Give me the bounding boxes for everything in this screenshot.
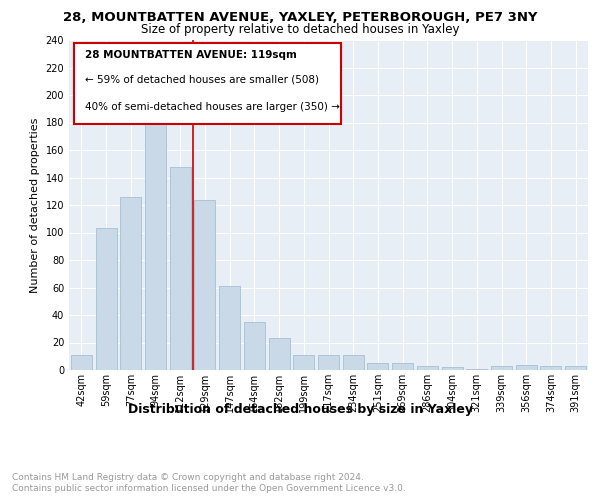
Bar	[565, 366, 586, 370]
Bar	[269, 338, 290, 370]
Y-axis label: Number of detached properties: Number of detached properties	[30, 118, 40, 292]
Text: Contains HM Land Registry data © Crown copyright and database right 2024.: Contains HM Land Registry data © Crown c…	[12, 472, 364, 482]
Bar	[120, 196, 141, 370]
Bar	[541, 366, 562, 370]
Bar	[170, 166, 191, 370]
Text: 28, MOUNTBATTEN AVENUE, YAXLEY, PETERBOROUGH, PE7 3NY: 28, MOUNTBATTEN AVENUE, YAXLEY, PETERBOR…	[63, 11, 537, 24]
Bar	[392, 363, 413, 370]
Bar	[71, 355, 92, 370]
Bar	[244, 322, 265, 370]
Text: Size of property relative to detached houses in Yaxley: Size of property relative to detached ho…	[141, 22, 459, 36]
Bar	[466, 368, 487, 370]
Bar	[417, 366, 438, 370]
Bar	[343, 355, 364, 370]
Bar	[219, 286, 240, 370]
Bar	[516, 364, 537, 370]
Text: ← 59% of detached houses are smaller (508): ← 59% of detached houses are smaller (50…	[85, 74, 319, 84]
Bar	[318, 355, 339, 370]
FancyBboxPatch shape	[74, 44, 341, 124]
Text: Contains public sector information licensed under the Open Government Licence v3: Contains public sector information licen…	[12, 484, 406, 493]
Bar	[367, 363, 388, 370]
Text: Distribution of detached houses by size in Yaxley: Distribution of detached houses by size …	[128, 402, 473, 415]
Bar	[442, 367, 463, 370]
Bar	[145, 98, 166, 370]
Bar	[95, 228, 116, 370]
Text: 28 MOUNTBATTEN AVENUE: 119sqm: 28 MOUNTBATTEN AVENUE: 119sqm	[85, 50, 296, 60]
Bar	[194, 200, 215, 370]
Bar	[293, 355, 314, 370]
Bar	[491, 366, 512, 370]
Text: 40% of semi-detached houses are larger (350) →: 40% of semi-detached houses are larger (…	[85, 102, 340, 112]
